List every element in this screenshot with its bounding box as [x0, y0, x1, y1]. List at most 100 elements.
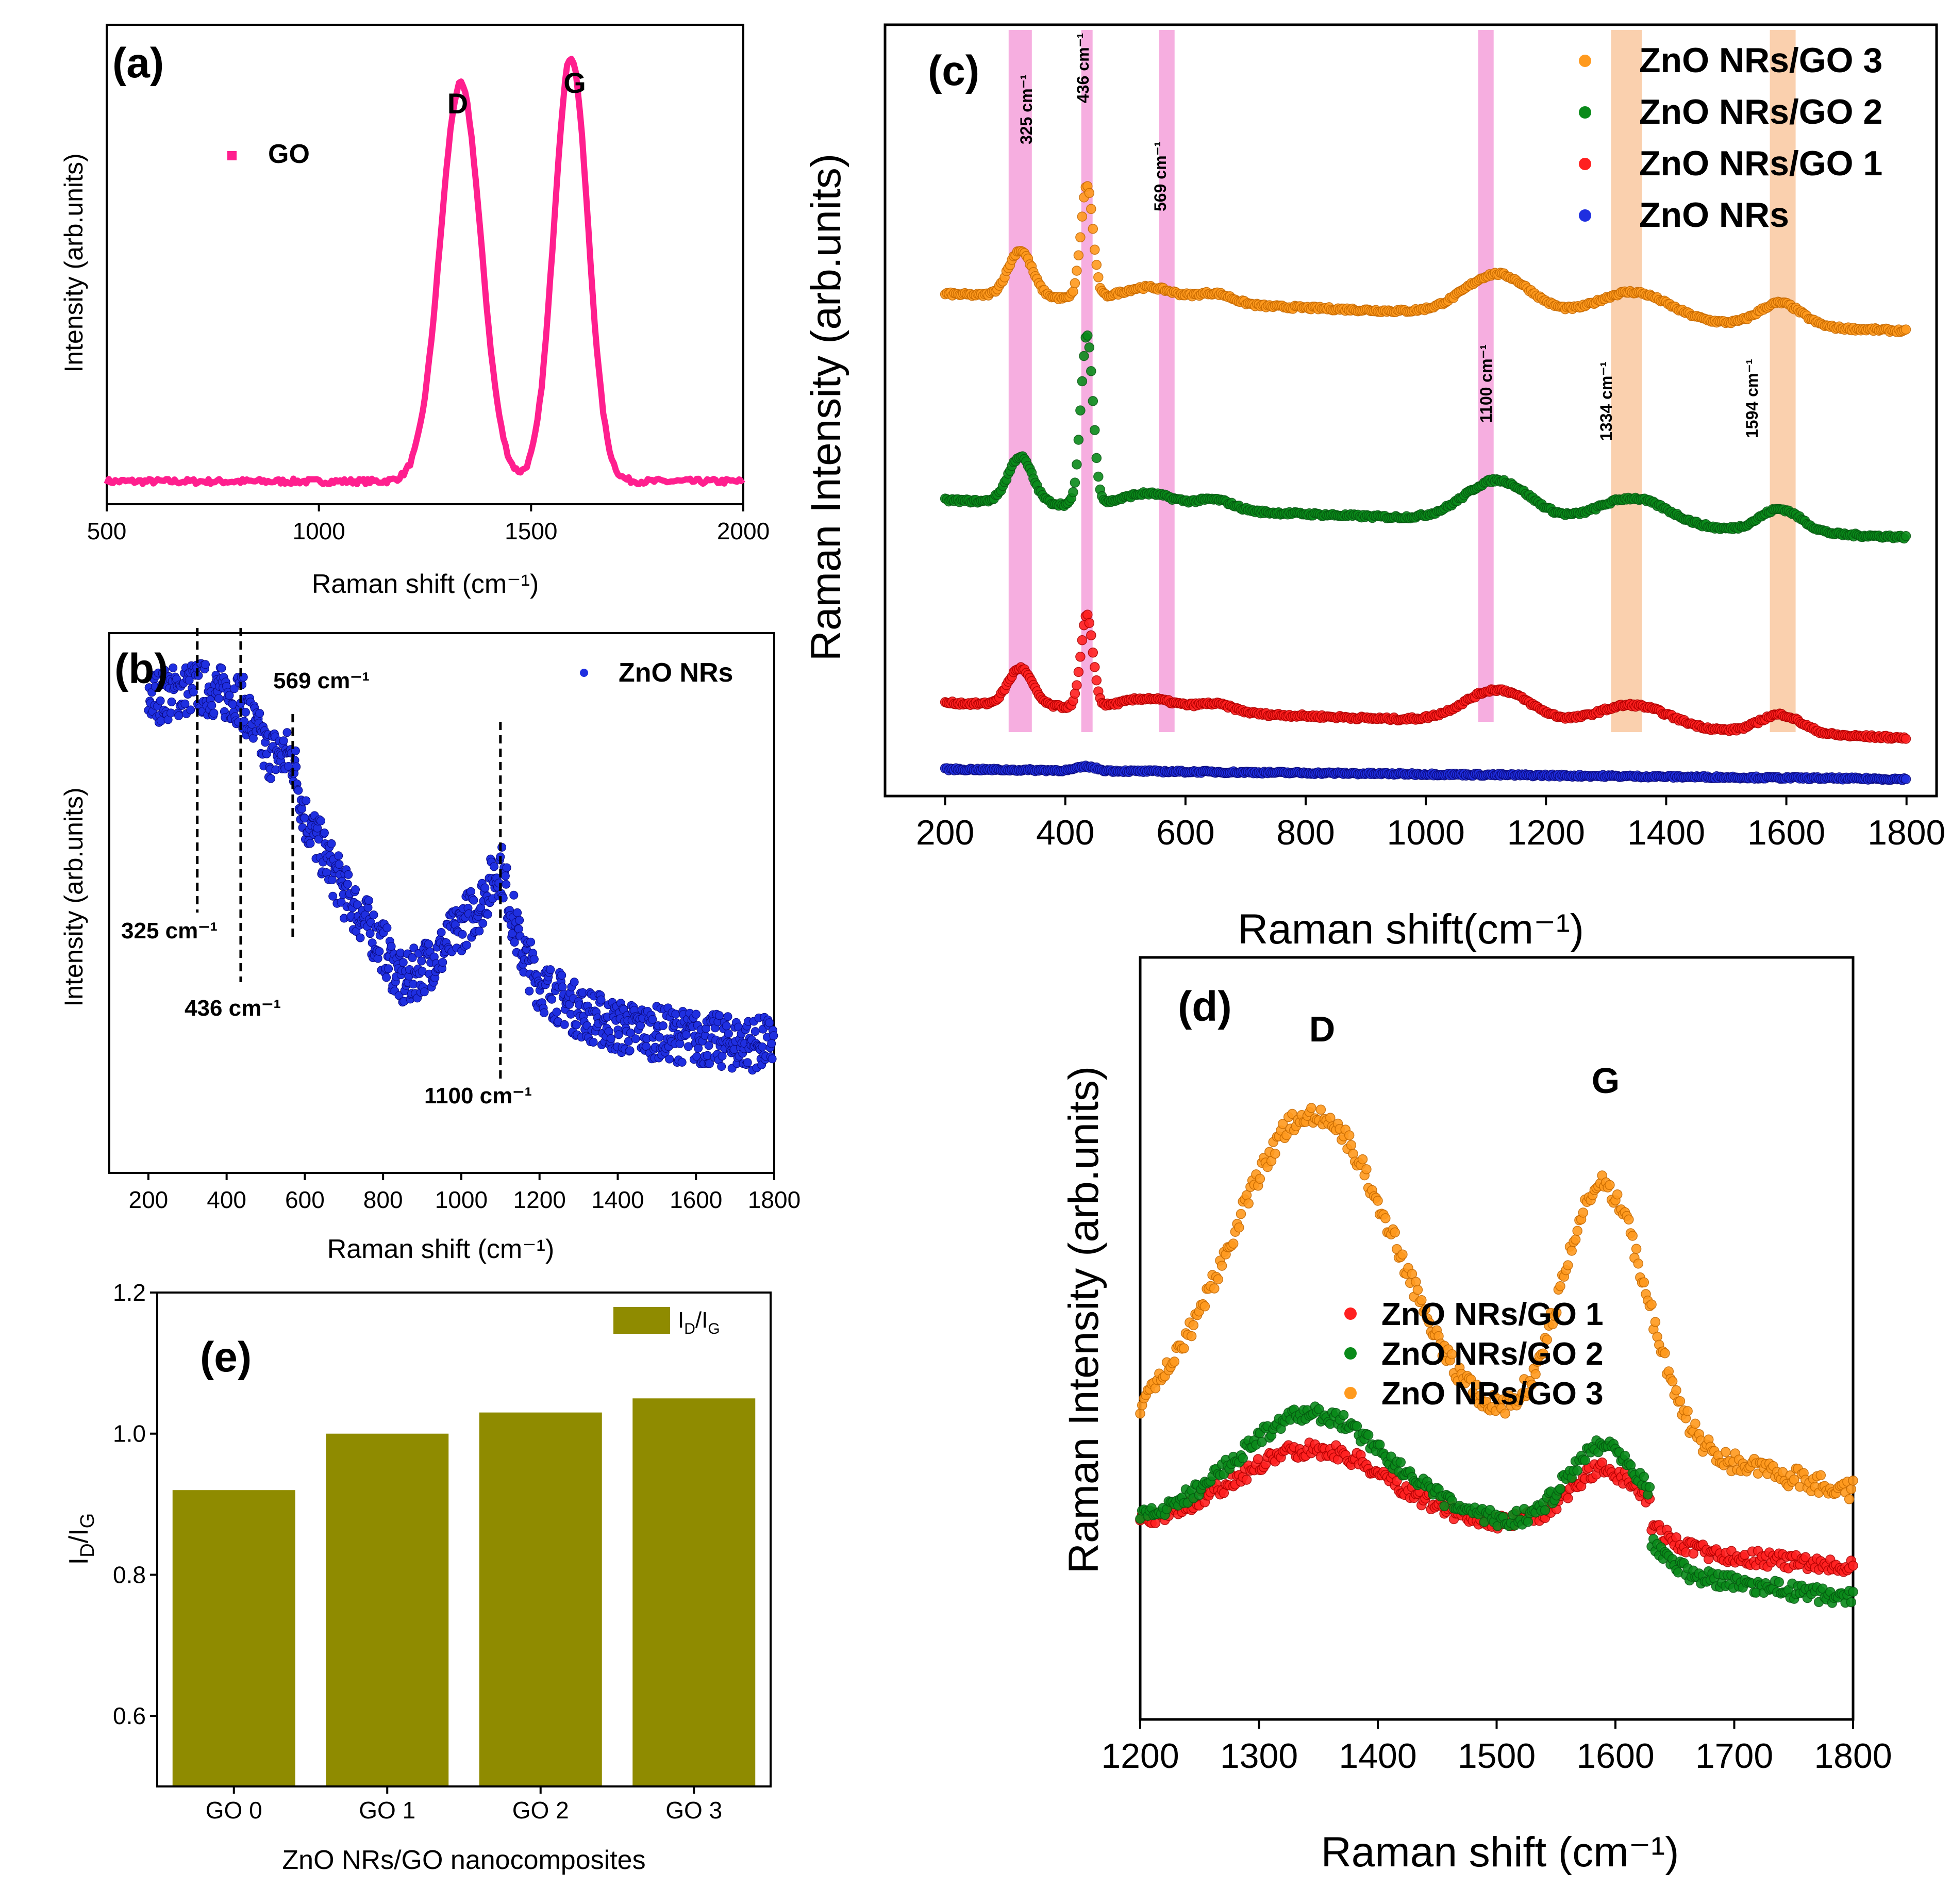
zno-data-point	[508, 929, 517, 938]
x-tick-label: 1600	[1747, 813, 1825, 852]
panel-d-peak-g: G	[1592, 1061, 1620, 1101]
panel-d-legend-marker-go2	[1344, 1347, 1357, 1360]
zno-data-point	[266, 774, 275, 783]
x-tick-label: 1600	[1576, 1736, 1654, 1776]
go3-data-point	[1639, 1277, 1649, 1288]
x-tick-label: 200	[916, 813, 974, 852]
zno-data-point	[724, 1029, 733, 1038]
zno-data-point	[502, 863, 511, 872]
zno-data-point	[483, 909, 492, 919]
zno-data-point	[765, 1018, 774, 1028]
go3-data-point	[1660, 1348, 1670, 1359]
zno-data-point	[437, 928, 446, 937]
x-tick-label: 1300	[1220, 1736, 1298, 1776]
go3-data-point	[1169, 1356, 1180, 1367]
zno-data-point	[497, 842, 507, 852]
zno-data-point	[466, 887, 475, 896]
zno-data-point	[160, 666, 169, 675]
go2-data-point	[1086, 366, 1096, 376]
panel-c-frame	[883, 23, 1938, 798]
go3-data-point	[1344, 1130, 1355, 1140]
panel-b-annotation-325: 325 cm⁻¹	[121, 918, 218, 943]
zno-data-point	[475, 926, 484, 936]
zno-data-point	[1900, 774, 1911, 784]
panel-e-label: (e)	[200, 1334, 252, 1381]
zno-data-point	[525, 986, 534, 996]
go3-data-point	[1605, 1180, 1615, 1190]
panel-c: 200 400 600 800 1000 1200 1400 1600 1800 325 cm⁻…	[803, 23, 1945, 953]
go3-data-point	[1088, 224, 1098, 234]
x-tick-label: 1800	[1814, 1736, 1892, 1776]
zno-data-point	[241, 708, 250, 717]
zno-data-point	[694, 1044, 703, 1053]
go3-data-point	[1084, 188, 1095, 198]
go2-data-point	[1068, 487, 1078, 498]
panel-a-y-axis-label: Intensity (arb.units)	[59, 153, 88, 372]
panel-e-y-axis-label: ID/IG	[64, 1513, 98, 1565]
zno-data-point	[717, 1062, 726, 1071]
go2-data-point	[1079, 351, 1089, 361]
go3-data-point	[1690, 1418, 1700, 1429]
zno-data-point	[356, 933, 365, 942]
zno-data-point	[768, 1054, 777, 1064]
go2-data-point	[1088, 396, 1098, 406]
zno-data-point	[369, 910, 378, 919]
go1-data-point	[1241, 1475, 1252, 1485]
go3-data-point	[1306, 1103, 1316, 1113]
zno-data-point	[631, 1034, 640, 1044]
bar-go-1	[326, 1433, 449, 1786]
go3-data-point	[1572, 1226, 1582, 1236]
zno-data-point	[417, 956, 426, 966]
go2-data-point	[1900, 531, 1911, 541]
go3-data-point	[1077, 211, 1088, 222]
panel-c-band-label-325: 325 cm⁻¹	[1017, 74, 1036, 144]
panel-d-ticks: 1200 1300 1400 1500 1600 1700 1800	[1101, 1719, 1892, 1776]
panel-d-peak-d: D	[1309, 1009, 1336, 1049]
go2-data-point	[1644, 1482, 1655, 1493]
go2-data-point	[1072, 459, 1082, 470]
bar-go-0	[172, 1490, 295, 1786]
go3-data-point	[1624, 1214, 1634, 1225]
go3-data-point	[1397, 1249, 1408, 1260]
go3-data-point	[1090, 244, 1100, 255]
panel-a-label: (a)	[112, 40, 164, 87]
go1-data-point	[1072, 680, 1082, 690]
go3-data-point	[1844, 1494, 1855, 1504]
go2-data-point	[1082, 330, 1093, 341]
zno-data-point	[209, 708, 219, 718]
go2-data-point	[1075, 405, 1086, 416]
go3-data-point	[1255, 1173, 1265, 1184]
panel-b-zno-scatter	[144, 659, 778, 1075]
x-tick-label: 400	[207, 1186, 246, 1213]
zno-data-point	[526, 937, 536, 947]
go1-data-point	[1077, 635, 1088, 645]
zno-data-point	[675, 1039, 685, 1048]
x-tick-label: 1200	[1101, 1736, 1179, 1776]
go2-data-point	[1846, 1597, 1857, 1608]
go2-data-point	[1073, 435, 1084, 445]
go3-data-point	[1671, 1385, 1681, 1396]
go3-data-point	[1243, 1198, 1254, 1209]
x-tick-label: GO 2	[512, 1797, 569, 1824]
zno-data-point	[424, 939, 433, 949]
panel-c-ticks: 200 400 600 800 1000 1200 1400 1600 1800	[916, 796, 1945, 852]
bar-go-2	[479, 1412, 602, 1786]
panel-d-legend-go3: ZnO NRs/GO 3	[1381, 1376, 1604, 1412]
zno-data-point	[572, 1020, 581, 1030]
zno-data-point	[509, 890, 519, 900]
zno-data-point	[510, 938, 519, 947]
panel-c-spectra	[940, 181, 1911, 785]
panel-b-legend-label: ZnO NRs	[619, 658, 733, 688]
zno-data-point	[515, 916, 524, 925]
go3-data-point	[1093, 272, 1104, 283]
zno-data-point	[751, 1027, 760, 1036]
highlight-band	[1008, 30, 1032, 732]
zno-data-point	[174, 711, 184, 720]
go1-data-point	[1563, 1493, 1573, 1503]
go3-data-point	[1612, 1189, 1623, 1200]
zno-data-point	[384, 964, 393, 973]
zno-data-point	[558, 982, 567, 991]
panel-e-legend-label: ID/IG	[678, 1307, 720, 1337]
go2-data-point	[1070, 477, 1080, 488]
panel-d-legend-marker-go3	[1344, 1387, 1357, 1399]
